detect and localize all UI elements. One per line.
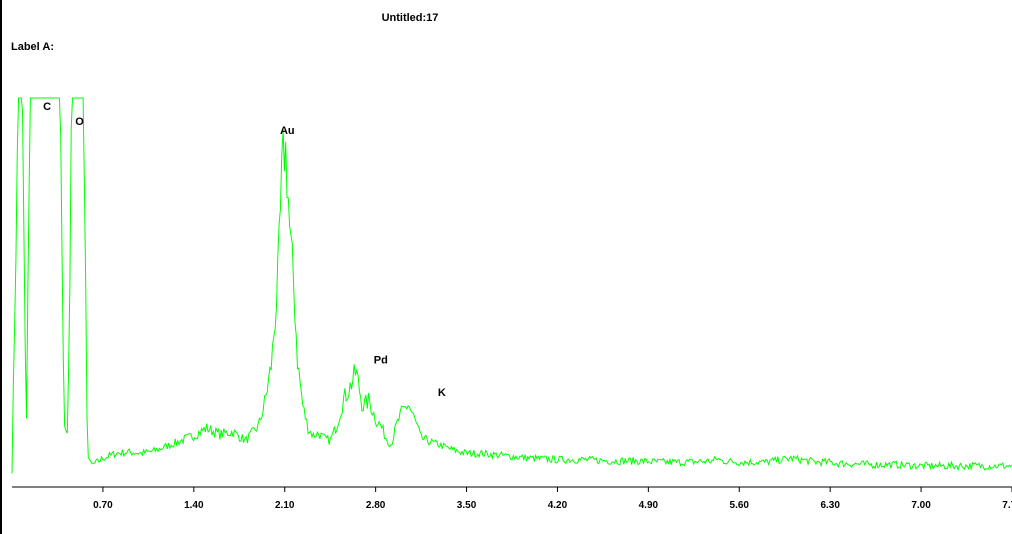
x-tick-label: 2.10 — [275, 500, 295, 511]
x-tick-label: 3.50 — [457, 500, 477, 511]
x-axis-ticks: 0.70 1.40 2.10 2.80 3.50 4.20 4.90 5.60 6.30 7.00… — [93, 487, 1012, 511]
x-tick-label: 1.40 — [184, 500, 204, 511]
peak-label-au: Au — [280, 125, 295, 137]
x-tick-label: 5.60 — [730, 500, 750, 511]
x-tick-label: 7.70 — [1002, 500, 1012, 511]
x-tick-label: 0.70 — [93, 500, 113, 511]
peak-label-k: K — [438, 387, 446, 399]
label-a: Label A: — [11, 41, 54, 53]
peak-label-pd: Pd — [374, 354, 388, 366]
x-tick-label: 7.00 — [911, 500, 931, 511]
x-tick-label: 2.80 — [366, 500, 386, 511]
x-tick-label: 4.20 — [548, 500, 568, 511]
x-tick-label: 6.30 — [820, 500, 840, 511]
peak-label-c: C — [43, 101, 51, 113]
peak-label-o: O — [75, 116, 84, 128]
peak-labels: C O Au Pd K — [43, 101, 446, 399]
spectrum-line — [11, 97, 1012, 474]
chart-title: Untitled:17 — [381, 12, 439, 24]
x-tick-label: 4.90 — [639, 500, 659, 511]
